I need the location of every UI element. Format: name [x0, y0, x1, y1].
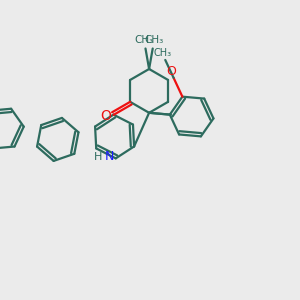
- Text: H: H: [94, 152, 102, 162]
- Text: CH₃: CH₃: [153, 48, 171, 58]
- Text: O: O: [166, 65, 176, 78]
- Text: CH₃: CH₃: [134, 35, 154, 45]
- Text: CH₃: CH₃: [145, 35, 164, 45]
- Text: N: N: [104, 150, 114, 164]
- Text: O: O: [100, 109, 111, 123]
